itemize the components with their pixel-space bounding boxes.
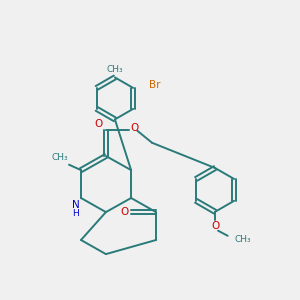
Text: O: O [120,207,129,217]
Text: Br: Br [149,80,160,90]
Text: CH₃: CH₃ [106,64,123,74]
Text: H: H [72,209,79,218]
Text: N: N [72,200,80,210]
Text: O: O [130,123,139,134]
Text: CH₃: CH₃ [235,235,251,244]
Text: O: O [94,119,103,129]
Text: CH₃: CH₃ [52,153,68,162]
Text: O: O [211,221,219,231]
